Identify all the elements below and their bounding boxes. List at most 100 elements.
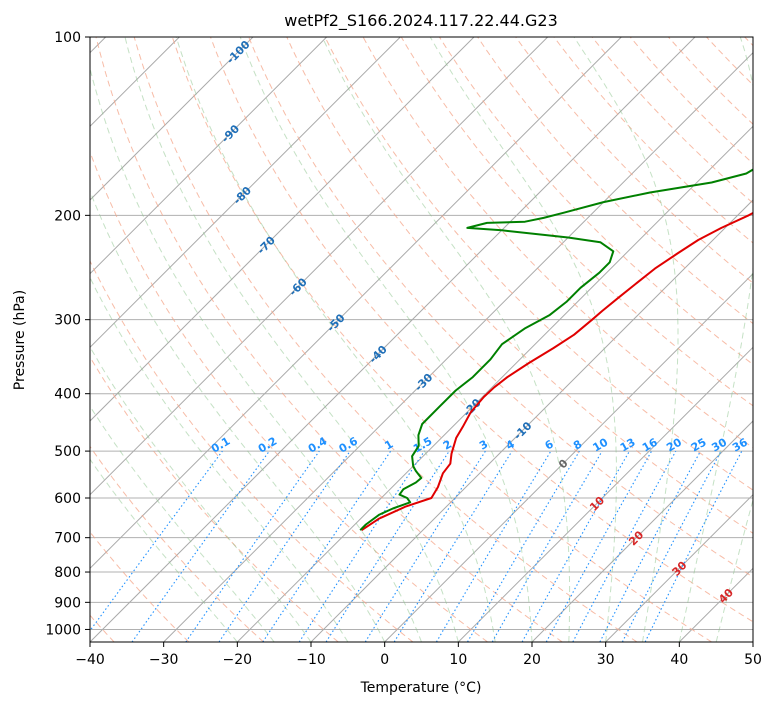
moist-adiabat-line — [90, 66, 422, 642]
isotherm-line — [678, 567, 753, 642]
x-tick-label: 50 — [744, 652, 762, 668]
mixing-ratio-label: 30 — [709, 435, 729, 454]
moist-adiabat-line — [715, 497, 753, 642]
dry-adiabat-line — [90, 259, 414, 642]
mixing-ratio-label: 0.6 — [337, 434, 361, 455]
mixing-ratio-line — [545, 450, 653, 642]
isotherm-line — [457, 346, 753, 642]
mixing-ratio-line — [325, 450, 450, 642]
moist-adiabat-line — [124, 37, 459, 642]
y-tick-label: 100 — [54, 30, 81, 46]
y-tick-label: 600 — [54, 491, 81, 507]
moist-adiabat-line — [90, 458, 238, 642]
dry-adiabat-line — [324, 37, 753, 491]
mixing-ratio-line — [435, 450, 552, 642]
y-axis-ticks: 100 200 300 400 500 600 700 800 900 1000 — [45, 30, 90, 638]
dry-adiabat-line — [744, 37, 753, 47]
isotherm-line — [384, 272, 753, 642]
sounding-line — [361, 211, 753, 532]
mixing-ratio-label: 20 — [664, 435, 684, 454]
moist-adiabat-line — [90, 189, 386, 642]
mixing-ratio-line — [644, 450, 743, 642]
isotherm-line — [90, 37, 254, 201]
dry-adiabat-line — [286, 37, 753, 534]
y-tick-label: 300 — [54, 313, 81, 329]
mixing-ratio-line — [599, 450, 701, 642]
y-tick-label: 1000 — [45, 622, 81, 638]
mixing-ratio-label: 0.1 — [209, 435, 232, 456]
y-tick-label: 500 — [54, 444, 81, 460]
isotherm-line — [90, 37, 696, 642]
moist-adiabat-line — [90, 276, 349, 642]
mixing-ratio-label: 16 — [640, 435, 660, 454]
plot-frame — [89, 36, 754, 643]
y-tick-label: 700 — [54, 531, 81, 547]
moist-adiabat-line — [752, 640, 753, 642]
sounding-traces — [359, 168, 753, 532]
mixing-ratio-lines — [90, 450, 743, 642]
dry-adiabat-line — [248, 37, 753, 578]
isotherm-line — [90, 37, 622, 570]
dry-adiabat-line — [90, 445, 264, 642]
moist-adiabat-line — [90, 346, 312, 642]
x-tick-label: −40 — [75, 652, 105, 668]
moist-adiabat-line — [321, 37, 571, 642]
isotherm-line — [90, 37, 549, 496]
mixing-ratio-line — [131, 450, 270, 642]
isotherm-line — [531, 420, 753, 642]
mixing-ratio-line — [572, 450, 677, 642]
moist-adiabat-line — [573, 37, 679, 642]
isotherm-lines — [90, 37, 753, 642]
mixing-ratio-line — [262, 450, 392, 642]
y-tick-label: 800 — [54, 565, 81, 581]
moist-adiabat-line — [429, 37, 617, 642]
dry-adiabat-line — [90, 356, 339, 642]
x-tick-label: 0 — [380, 652, 389, 668]
x-tick-label: 30 — [597, 652, 615, 668]
mixing-ratio-line — [467, 450, 580, 642]
mixing-ratio-label: 25 — [689, 436, 709, 455]
isotherm-line — [752, 641, 753, 642]
dry-adiabat-line — [90, 531, 190, 642]
x-axis-ticks: −40 −30 −20 −10 0 10 20 30 40 50 — [75, 642, 762, 668]
dry-adiabat-line — [668, 37, 753, 125]
mixing-ratio-label: 0.4 — [306, 434, 330, 455]
dry-adiabat-line — [90, 150, 488, 642]
x-tick-label: −10 — [296, 652, 326, 668]
x-tick-label: −20 — [223, 652, 253, 668]
mixing-ratio-label: 1 — [382, 438, 395, 453]
mixing-ratio-line — [521, 450, 630, 642]
dry-adiabat-line — [95, 37, 563, 642]
x-tick-label: 20 — [523, 652, 541, 668]
mixing-ratio-line — [393, 450, 513, 642]
mixing-ratio-label: 36 — [730, 435, 750, 454]
y-tick-label: 900 — [54, 595, 81, 611]
x-tick-label: 40 — [670, 652, 688, 668]
dry-adiabat-line — [210, 37, 753, 623]
chart-title: wetPf2_S166.2024.117.22.44.G23 — [284, 11, 558, 31]
x-axis-label: Temperature (°C) — [360, 680, 482, 696]
dry-adiabat-line — [706, 37, 753, 86]
dry-adiabat-line — [171, 37, 712, 642]
sounding-line — [359, 168, 753, 531]
mixing-ratio-line — [90, 450, 223, 632]
moist-adiabat-line — [175, 37, 496, 642]
dry-adiabat-lines — [90, 37, 753, 642]
isotherm-line — [90, 37, 328, 275]
dry-adiabat-line — [553, 37, 753, 244]
dry-adiabat-label: -90 — [219, 122, 242, 145]
moist-adiabat-lines — [90, 37, 753, 642]
y-axis-label: Pressure (hPa) — [12, 290, 28, 390]
isotherm-line — [310, 199, 753, 642]
mixing-ratio-line — [298, 450, 425, 642]
mixing-ratio-line — [185, 450, 320, 642]
isotherm-line — [90, 37, 475, 422]
isotherm-line — [236, 125, 753, 642]
isotherm-line — [90, 37, 401, 349]
x-tick-label: −30 — [149, 652, 179, 668]
moist-adiabat-line — [90, 405, 275, 642]
dry-adiabat-line — [515, 37, 753, 284]
dry-adiabat-line — [133, 37, 638, 642]
dry-adiabat-label: -100 — [224, 38, 253, 67]
